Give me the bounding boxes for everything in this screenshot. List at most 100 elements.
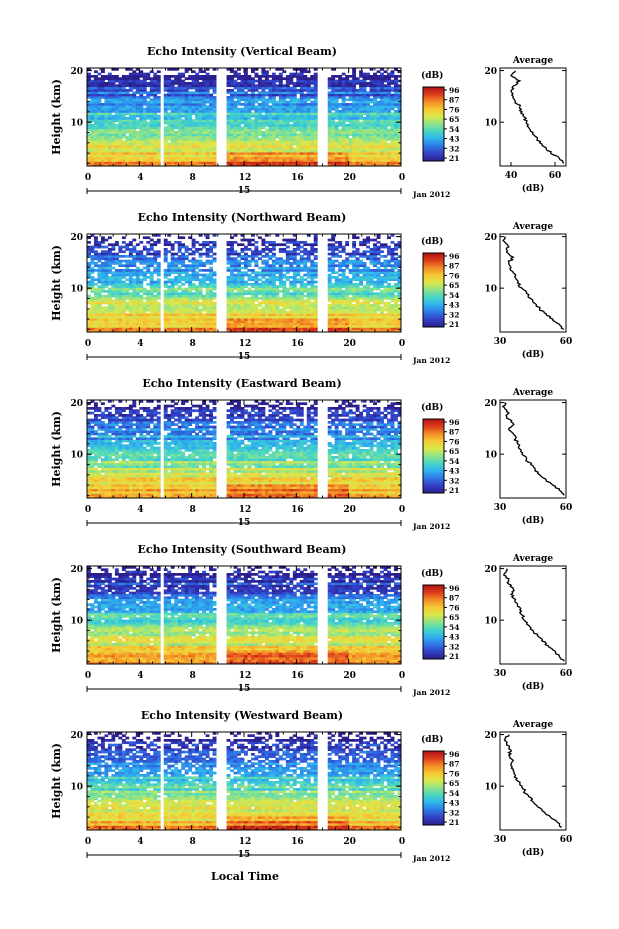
- heatmap-cell: [247, 149, 252, 153]
- heatmap-cell: [244, 161, 248, 165]
- heatmap-cell: [373, 285, 377, 289]
- heatmap-cell: [244, 283, 248, 286]
- heatmap-cell: [177, 304, 182, 307]
- heatmap-cell: [156, 163, 161, 167]
- heatmap-cell: [331, 98, 336, 102]
- heatmap-cell: [359, 163, 364, 167]
- heatmap-cell: [146, 325, 151, 328]
- heatmap-cell: [352, 114, 357, 118]
- heatmap-cell: [100, 138, 105, 141]
- heatmap-cell: [394, 93, 398, 97]
- heatmap-cell: [345, 133, 350, 137]
- heatmap-cell: [233, 140, 238, 144]
- heatmap-cell: [125, 149, 130, 153]
- heatmap-cell: [345, 79, 350, 83]
- heatmap-cell: [334, 322, 339, 326]
- heatmap-cell: [87, 100, 91, 104]
- heatmap-cell: [181, 98, 186, 102]
- heatmap-cell: [142, 304, 147, 307]
- heatmap-cell: [271, 82, 276, 85]
- heatmap-cell: [366, 297, 370, 300]
- heatmap-cell: [153, 124, 158, 127]
- heatmap-cell: [93, 114, 98, 118]
- heatmap-cell: [380, 145, 384, 148]
- heatmap-cell: [107, 75, 112, 78]
- panel-title: Echo Intensity (Vertical Beam): [147, 45, 337, 58]
- heatmap-cell: [233, 313, 238, 317]
- heatmap-cell: [139, 105, 144, 109]
- heatmap-cell: [373, 138, 377, 141]
- heatmap-cell: [376, 121, 381, 125]
- heatmap-cell: [310, 161, 315, 165]
- heatmap-cell: [306, 283, 311, 286]
- heatmap-cell: [121, 100, 126, 104]
- heatmap-cell: [334, 140, 339, 144]
- heatmap-cell: [334, 297, 339, 300]
- heatmap-cell: [359, 327, 364, 331]
- heatmap-cell: [132, 135, 137, 139]
- heatmap-cell: [128, 327, 133, 331]
- heatmap-cell: [104, 161, 109, 165]
- heatmap-cell: [310, 86, 315, 90]
- heatmap-cell: [139, 131, 144, 134]
- heatmap-cell: [233, 105, 238, 109]
- heatmap-cell: [167, 77, 172, 81]
- heatmap-cell: [167, 299, 172, 303]
- heatmap-cell: [104, 280, 109, 284]
- heatmap-cell: [397, 285, 402, 289]
- heatmap-cell: [394, 327, 398, 331]
- heatmap-cell: [271, 318, 276, 321]
- heatmap-cell: [212, 304, 217, 307]
- heatmap-cell: [230, 290, 234, 293]
- heatmap-cell: [292, 91, 297, 95]
- heatmap-cell: [250, 315, 255, 319]
- heatmap-cell: [237, 311, 241, 314]
- heatmap-cell: [264, 117, 269, 120]
- heatmap-cell: [310, 114, 315, 118]
- heatmap-cell: [268, 91, 273, 95]
- heatmap-cell: [355, 82, 360, 85]
- heatmap-cell: [296, 84, 301, 88]
- heatmap-cell: [209, 292, 213, 296]
- heatmap-cell: [376, 100, 381, 104]
- heatmap-cell: [153, 287, 158, 291]
- heatmap-cell: [292, 308, 297, 312]
- heatmap-cell: [247, 322, 252, 326]
- heatmap-cell: [163, 93, 168, 97]
- heatmap-cell: [355, 315, 360, 319]
- heatmap-cell: [163, 133, 168, 137]
- heatmap-cell: [313, 138, 318, 141]
- heatmap-cell: [226, 126, 231, 130]
- heatmap-cell: [310, 308, 315, 312]
- heatmap-cell: [292, 131, 297, 134]
- heatmap-cell: [149, 315, 154, 319]
- heatmap-cell: [282, 147, 287, 151]
- heatmap-cell: [111, 126, 116, 130]
- heatmap-cell: [271, 138, 276, 141]
- heatmap-cell: [142, 117, 147, 120]
- heatmap-cell: [338, 142, 343, 146]
- heatmap-cell: [139, 299, 144, 303]
- heatmap-cell: [257, 152, 262, 155]
- heatmap-cell: [240, 140, 245, 144]
- heatmap-cell: [104, 318, 109, 321]
- heatmap-cell: [348, 163, 353, 167]
- heatmap-cell: [93, 93, 98, 97]
- heatmap-cell: [139, 70, 144, 74]
- heatmap-cell: [296, 329, 301, 333]
- heatmap-cell: [93, 103, 98, 106]
- heatmap-cell: [118, 325, 123, 328]
- heatmap-cell: [250, 98, 255, 102]
- heatmap-cell: [146, 114, 151, 118]
- heatmap-cell: [100, 77, 105, 81]
- heatmap-cell: [387, 154, 391, 158]
- y-tick-label: 10: [70, 119, 83, 129]
- heatmap-cell: [87, 311, 91, 314]
- heatmap-cell: [271, 93, 276, 97]
- heatmap-cell: [139, 107, 144, 111]
- heatmap-cell: [331, 318, 336, 321]
- colorbar-tick-label: 96: [449, 86, 459, 95]
- heatmap-cell: [285, 329, 290, 333]
- heatmap-cell: [100, 315, 105, 319]
- heatmap-cell: [254, 86, 259, 90]
